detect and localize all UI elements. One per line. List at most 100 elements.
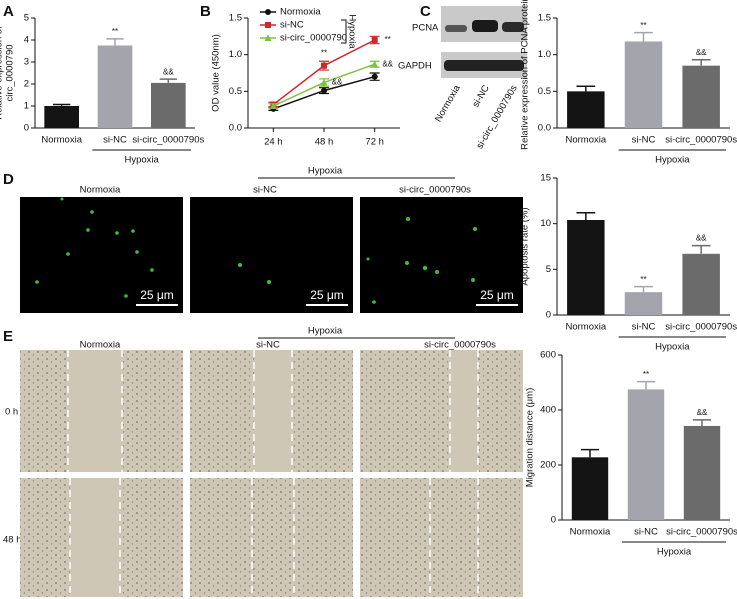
data-point: [371, 60, 379, 68]
y-tick-label: 200: [540, 460, 556, 471]
x-tick-label: Normoxia: [566, 135, 607, 146]
data-point: [320, 79, 328, 86]
cell: [86, 228, 90, 232]
error-bar: [106, 38, 124, 46]
cell: [267, 280, 271, 284]
bar: [682, 65, 720, 128]
data-point: [371, 37, 378, 43]
data-point: [321, 62, 327, 69]
column-label: Normoxia: [80, 340, 121, 351]
bar: [97, 45, 133, 128]
band-label: GAPDH: [398, 61, 432, 72]
significance-marker: &&: [696, 48, 707, 57]
error-bar: [634, 285, 653, 293]
lane-label: si-NC: [470, 83, 491, 109]
significance-marker: &&: [697, 408, 708, 417]
column-label: si-circ_0000790s: [424, 340, 496, 351]
error-bar: [159, 78, 177, 83]
scale-label: 25 μm: [480, 288, 514, 302]
wound-images: [20, 350, 523, 597]
cell: [473, 227, 477, 231]
data-point: [269, 102, 277, 109]
x-tick-label: si-circ_0000790s: [665, 135, 737, 146]
y-tick-label: 2: [24, 79, 29, 90]
error-bar: [691, 244, 711, 254]
x-tick-label: si-circ_0000790s: [132, 135, 204, 146]
row-label: 0 h: [5, 407, 18, 418]
y-tick-label: 1: [24, 101, 29, 112]
x-tick-label: si-circ_0000790s: [666, 527, 737, 538]
panel-letter: B: [200, 3, 211, 20]
blot-band: [445, 25, 467, 32]
y-axis-label: Relative expression of PCNA protein: [520, 0, 531, 150]
y-axis-label: Migration distance (μm): [525, 388, 536, 487]
error-bar: [580, 448, 600, 458]
image: [190, 197, 353, 313]
legend-symbol: [264, 34, 272, 41]
y-tick-label: 0.5: [229, 86, 242, 97]
y-tick-label: 1.5: [538, 13, 551, 24]
cell: [366, 257, 370, 261]
bar: [571, 457, 609, 520]
panel-letter: D: [3, 171, 14, 188]
y-tick-label: 15: [540, 173, 551, 184]
column-label: si-circ_0000790s: [399, 185, 471, 196]
cell: [422, 265, 428, 271]
wound-edges: [67, 350, 479, 597]
significance-marker: &&: [163, 67, 174, 76]
scale-label: 25 μm: [140, 288, 174, 302]
legend-label: si-NC: [280, 20, 304, 31]
panel-letter: E: [3, 328, 13, 345]
x-tick-label: Normoxia: [41, 135, 82, 146]
x-tick-label: Normoxia: [570, 527, 611, 538]
blot-band: [472, 20, 498, 32]
y-tick-label: 0: [551, 515, 556, 526]
x-tick-label: 72 h: [365, 137, 384, 148]
cell: [435, 270, 439, 274]
significance-marker: &&: [696, 234, 707, 243]
bar: [627, 389, 665, 520]
fluorescence-images: [20, 197, 523, 313]
cell: [238, 263, 242, 267]
cell: [66, 252, 70, 256]
y-axis-label: Apoptosis rate (%): [520, 207, 531, 285]
data-point: [321, 87, 327, 94]
y-tick-label: 0: [546, 310, 551, 321]
legend-label: Normoxia: [280, 7, 321, 18]
bar: [151, 82, 186, 128]
row-label: 48 h: [3, 535, 22, 546]
significance-marker: &&: [382, 59, 393, 68]
y-tick-label: 1.0: [538, 49, 551, 60]
significance-marker: **: [640, 275, 646, 284]
x-tick-label: si-circ_0000790s: [665, 322, 737, 333]
error-bar: [691, 59, 711, 66]
legend-bracket: [341, 19, 347, 44]
cell-texture: [20, 350, 523, 597]
image: [20, 197, 183, 313]
blot-band: [444, 60, 524, 71]
legend-label: si-circ_0000790: [280, 33, 347, 44]
y-tick-label: 0: [24, 123, 29, 134]
error-bar: [53, 103, 71, 106]
cell: [35, 280, 39, 284]
group-label: Hypoxia: [125, 155, 160, 166]
error-bar: [692, 419, 712, 426]
y-tick-label: 1.5: [229, 13, 242, 24]
cell: [60, 197, 64, 201]
error-bar: [576, 85, 596, 92]
y-tick-label: 600: [540, 350, 556, 361]
data-point: [371, 73, 378, 80]
panel-letter: A: [3, 3, 14, 20]
error-bar: [634, 31, 653, 42]
column-label: Normoxia: [80, 185, 121, 196]
panel-letter: C: [420, 3, 431, 20]
cell: [124, 294, 128, 298]
cell: [372, 300, 376, 304]
bar: [624, 292, 663, 315]
y-tick-label: 0.0: [538, 123, 551, 134]
bar: [44, 106, 79, 128]
cell: [471, 278, 475, 282]
lane-label: Normoxia: [433, 83, 463, 124]
cell: [115, 231, 119, 235]
